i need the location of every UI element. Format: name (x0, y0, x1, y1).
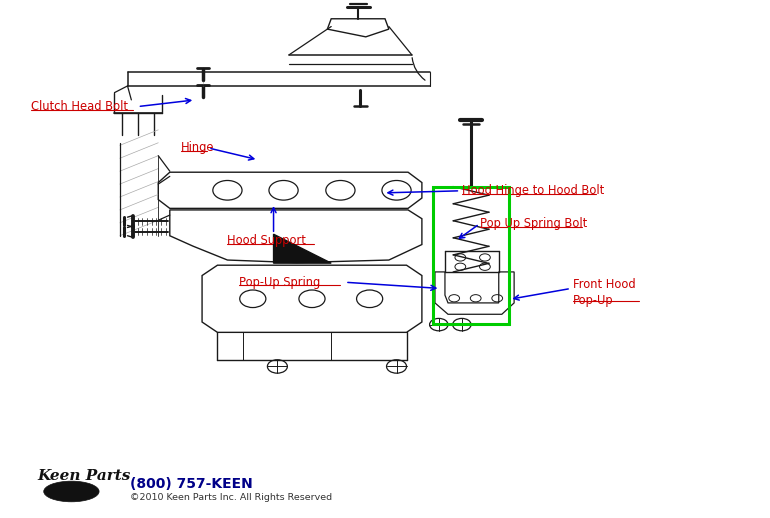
Text: Clutch Head Bolt: Clutch Head Bolt (32, 100, 129, 113)
Text: Pop Up Spring Bolt: Pop Up Spring Bolt (480, 218, 588, 231)
Text: ©2010 Keen Parts Inc. All Rights Reserved: ©2010 Keen Parts Inc. All Rights Reserve… (130, 493, 332, 502)
Text: Pop-Up Spring: Pop-Up Spring (239, 276, 320, 289)
Text: Keen Parts: Keen Parts (38, 469, 131, 483)
Polygon shape (273, 234, 331, 263)
Text: Hood Hinge to Hood Bolt: Hood Hinge to Hood Bolt (462, 184, 604, 197)
Ellipse shape (44, 481, 99, 502)
Text: Front Hood
Pop-Up: Front Hood Pop-Up (574, 278, 636, 307)
Bar (434, 186, 509, 324)
Text: Hinge: Hinge (181, 141, 215, 154)
Text: (800) 757-KEEN: (800) 757-KEEN (130, 477, 253, 491)
Text: Hood Support: Hood Support (227, 235, 306, 248)
